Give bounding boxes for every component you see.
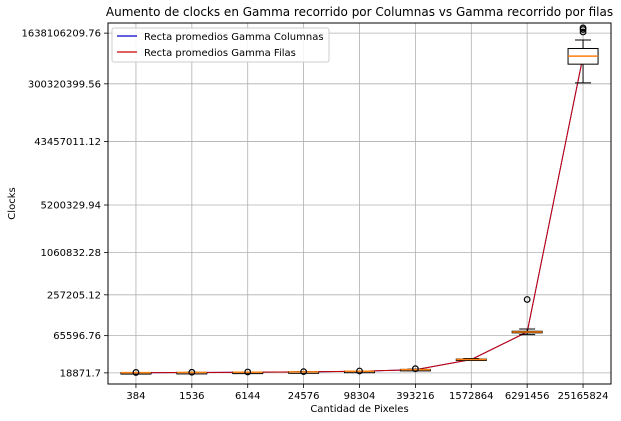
x-tick-label: 98304 xyxy=(344,391,376,402)
box-plots xyxy=(120,24,599,376)
legend: Recta promedios Gamma Columnas Recta pro… xyxy=(111,27,330,63)
box-25165824 xyxy=(567,24,599,84)
box-outlier xyxy=(300,368,308,376)
box-outlier xyxy=(523,296,531,303)
y-tick-label: 43457011.12 xyxy=(34,137,101,148)
y-tick-label: 257205.12 xyxy=(47,290,101,301)
box-outlier xyxy=(411,365,419,373)
box-outlier xyxy=(356,367,363,375)
y-tick-label: 65596.76 xyxy=(53,331,101,342)
box-1572864 xyxy=(455,358,487,362)
y-tick-label: 5200329.94 xyxy=(41,200,101,211)
legend-label-columnas: Recta promedios Gamma Columnas xyxy=(144,32,324,43)
box-outlier xyxy=(579,28,587,36)
box-393216 xyxy=(399,365,431,373)
x-tick-label: 384 xyxy=(126,391,145,402)
x-tick-label: 25165824 xyxy=(558,391,609,402)
box-outlier xyxy=(244,368,252,376)
box-6291456 xyxy=(511,296,543,336)
chart-title: Aumento de clocks en Gamma recorrido por… xyxy=(106,5,613,19)
y-tick-label: 1638106209.76 xyxy=(21,29,101,40)
legend-box xyxy=(111,27,330,63)
box-outlier xyxy=(188,368,196,376)
box-outlier xyxy=(579,24,587,32)
box-6144 xyxy=(232,368,264,376)
x-tick-label: 1572864 xyxy=(449,391,494,402)
box-98304 xyxy=(344,367,375,375)
y-tick-label: 18871.7 xyxy=(60,368,101,379)
legend-label-filas: Recta promedios Gamma Filas xyxy=(144,48,296,59)
box-384 xyxy=(120,369,152,376)
y-axis-label: Clocks xyxy=(7,187,18,219)
x-axis-label: Cantidad de Pixeles xyxy=(310,404,408,415)
x-tick-label: 6291456 xyxy=(505,391,550,402)
y-tick-label: 1060832.28 xyxy=(41,248,101,259)
box-1536 xyxy=(176,368,208,376)
x-tick-label: 24576 xyxy=(288,391,320,402)
x-tick-label: 393216 xyxy=(396,391,434,402)
y-axis-ticks: 18871.7 65596.76 257205.12 1060832.28 520032… xyxy=(21,29,108,379)
x-axis-ticks: 384 1536 6144 24576 98304 393216 1572864 629145… xyxy=(126,384,609,402)
box-outlier xyxy=(132,369,140,376)
box-24576 xyxy=(288,368,320,376)
y-tick-label: 300320399.56 xyxy=(28,79,101,90)
x-tick-label: 6144 xyxy=(235,391,260,402)
x-tick-label: 1536 xyxy=(179,391,204,402)
